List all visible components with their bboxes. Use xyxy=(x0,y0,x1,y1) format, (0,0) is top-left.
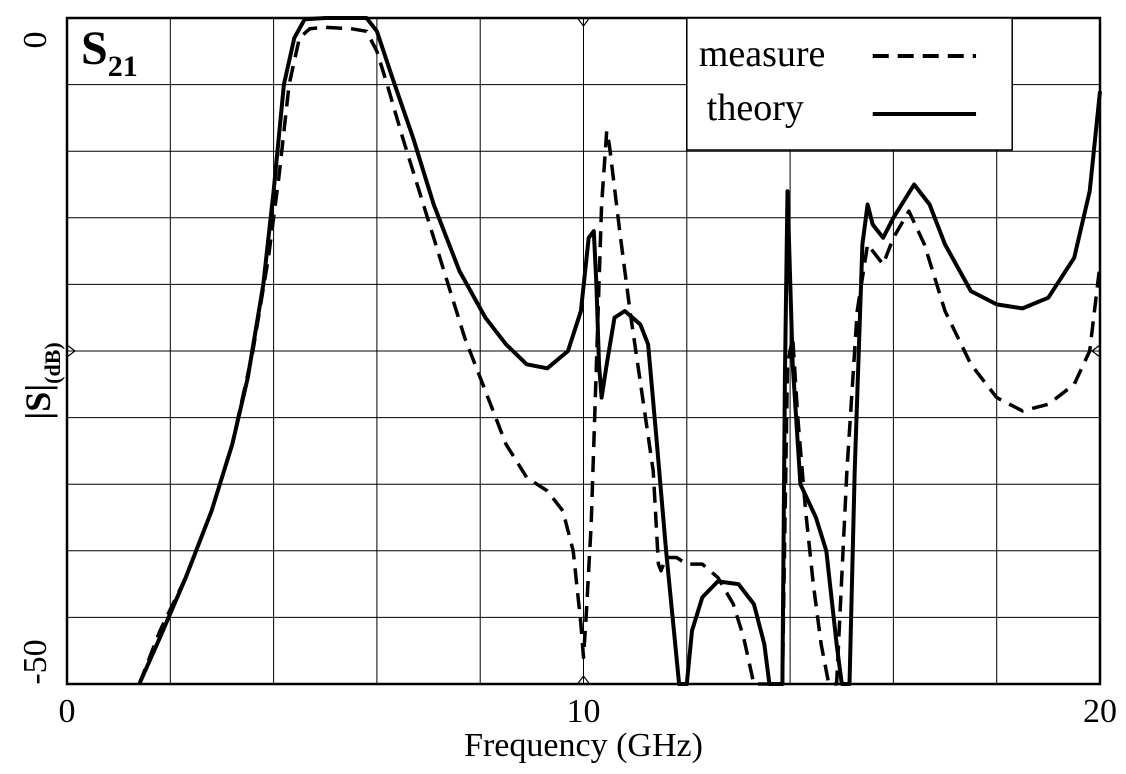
y-tick-label: 0 xyxy=(17,32,54,49)
y-axis-label-main: |S| xyxy=(18,384,58,420)
y-axis-label: |S|(dB) xyxy=(18,342,65,419)
param-label: S21 xyxy=(81,22,138,83)
legend: measure theory xyxy=(686,17,1013,151)
edge-markers xyxy=(66,17,1101,685)
edge-marker-right xyxy=(1091,343,1101,359)
legend-entry-measure: measure xyxy=(699,33,826,75)
x-tick-label: 10 xyxy=(567,693,601,730)
y-tick-label: -50 xyxy=(17,639,54,684)
series-measure xyxy=(137,25,1102,686)
edge-marker-top xyxy=(576,17,591,27)
legend-entry-theory: theory xyxy=(707,87,804,129)
x-tick-label: 0 xyxy=(59,693,76,730)
edge-marker-bottom xyxy=(576,675,591,685)
param-label-sub: 21 xyxy=(108,50,138,83)
param-label-box xyxy=(69,20,167,82)
y-tick-labels: 0 -50 xyxy=(17,32,54,685)
param-label-main: S xyxy=(81,22,108,75)
x-tick-label: 20 xyxy=(1083,693,1117,730)
y-axis-label-sub: (dB) xyxy=(40,342,65,384)
x-tick-labels: 0 10 20 xyxy=(59,693,1118,730)
legend-box xyxy=(686,17,1013,151)
edge-marker-left xyxy=(66,343,76,359)
x-axis-label: Frequency (GHz) xyxy=(464,727,703,764)
